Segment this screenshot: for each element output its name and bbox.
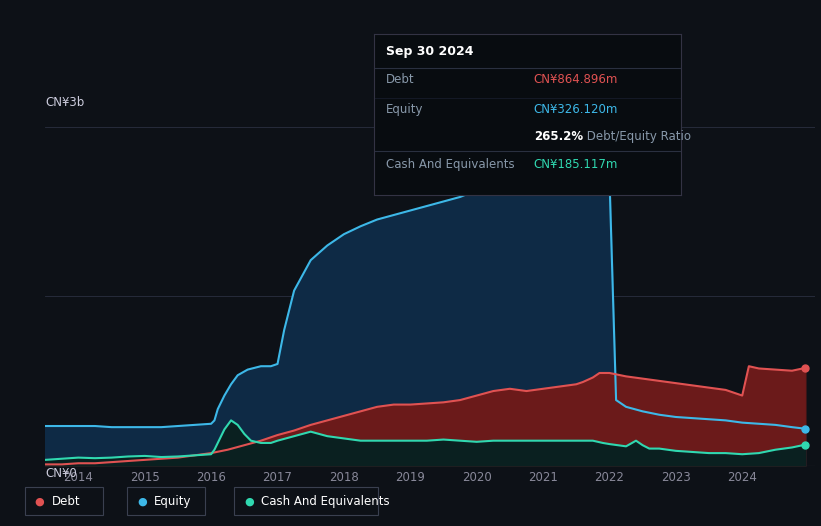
Text: ●: ● [34, 496, 44, 507]
Text: Equity: Equity [154, 495, 192, 508]
Text: Cash And Equivalents: Cash And Equivalents [261, 495, 390, 508]
Text: CN¥185.117m: CN¥185.117m [534, 158, 618, 171]
Text: CN¥3b: CN¥3b [45, 96, 85, 109]
Text: CN¥0: CN¥0 [45, 467, 77, 480]
Text: ●: ● [137, 496, 147, 507]
Text: Cash And Equivalents: Cash And Equivalents [386, 158, 515, 171]
Text: Debt/Equity Ratio: Debt/Equity Ratio [583, 130, 691, 144]
Text: Debt: Debt [52, 495, 80, 508]
Text: CN¥326.120m: CN¥326.120m [534, 103, 618, 116]
Text: Equity: Equity [386, 103, 424, 116]
Text: 265.2%: 265.2% [534, 130, 583, 144]
Text: CN¥864.896m: CN¥864.896m [534, 73, 618, 86]
Text: ●: ● [244, 496, 254, 507]
Text: Sep 30 2024: Sep 30 2024 [386, 45, 474, 58]
Text: Debt: Debt [386, 73, 415, 86]
